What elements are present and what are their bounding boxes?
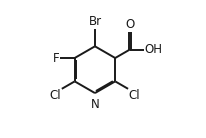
- Text: O: O: [125, 18, 135, 31]
- Text: Cl: Cl: [50, 89, 61, 102]
- Text: Cl: Cl: [129, 89, 140, 102]
- Text: N: N: [91, 98, 99, 111]
- Text: F: F: [53, 51, 59, 64]
- Text: OH: OH: [145, 43, 163, 56]
- Text: Br: Br: [88, 15, 102, 28]
